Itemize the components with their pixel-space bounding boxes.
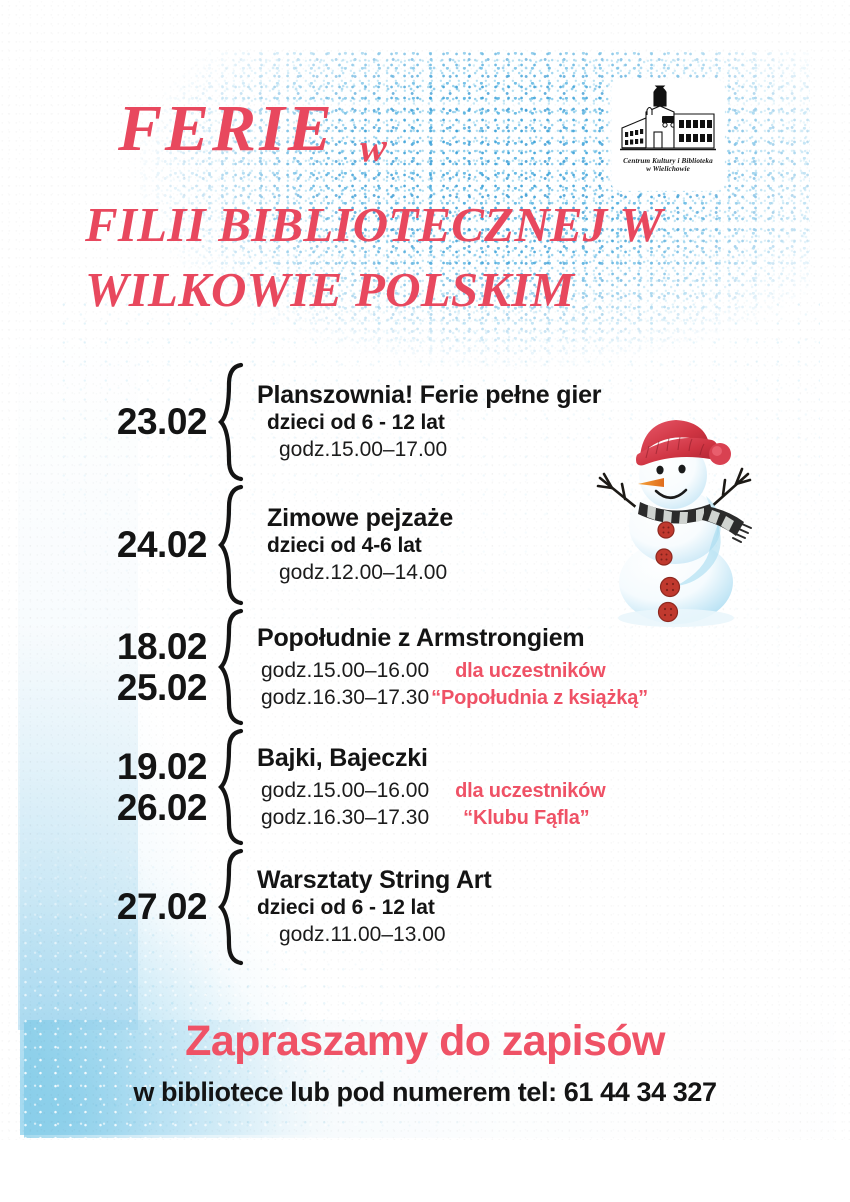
event-time: godz.16.30–17.30 bbox=[261, 806, 430, 829]
event-time: godz.15.00–17.00 bbox=[279, 438, 448, 462]
organization-logo: Centrum Kultury i Biblioteka w Wielichow… bbox=[612, 80, 724, 190]
event-time: godz.15.00–16.00 bbox=[261, 658, 430, 682]
event-note: “Klubu Fąfla” bbox=[463, 807, 590, 829]
schedule-date: 25.02 bbox=[116, 667, 208, 708]
cta-headline: Zapraszamy do zapisów bbox=[185, 1017, 665, 1065]
schedule-date: 23.02 bbox=[116, 401, 208, 443]
schedule-date: 26.02 bbox=[116, 787, 208, 828]
logo-caption-line-1: Centrum Kultury i Biblioteka bbox=[623, 157, 713, 165]
brace-icon bbox=[215, 362, 249, 482]
schedule-date-group: 18.02 25.02 bbox=[0, 626, 215, 709]
schedule-row: 24.02 Zimowe pejzaże dzieci od 4-6 lat g… bbox=[0, 484, 850, 606]
schedule-date: 19.02 bbox=[116, 745, 208, 787]
poster-header: FERIE w FILII BIBLIOTECZNEJ W WILKOWIE P… bbox=[0, 0, 850, 340]
title-subline-1: FILII BIBLIOTECZNEJ W bbox=[85, 197, 663, 252]
event-time: godz.11.00–13.00 bbox=[279, 923, 446, 947]
event-title: Bajki, Bajeczki bbox=[257, 743, 428, 772]
title-connector-w: w bbox=[358, 124, 388, 171]
event-time: godz.15.00–16.00 bbox=[261, 778, 430, 802]
brace-icon bbox=[215, 608, 249, 726]
poster-footer: Zapraszamy do zapisów w bibliotece lub p… bbox=[0, 1017, 850, 1108]
schedule-date-group: 27.02 bbox=[0, 886, 215, 927]
brace-icon bbox=[215, 848, 249, 966]
event-age-range: dzieci od 4-6 lat bbox=[267, 534, 422, 558]
event-note: “Popołudnia z książką” bbox=[431, 687, 648, 709]
schedule-date: 18.02 bbox=[116, 625, 208, 667]
event-title: Planszownia! Ferie pełne gier bbox=[257, 381, 602, 410]
event-title: Popołudnie z Armstrongiem bbox=[257, 623, 585, 652]
schedule-details: Warsztaty String Art dzieci od 6 - 12 la… bbox=[249, 865, 850, 949]
schedule-details: Zimowe pejzaże dzieci od 4-6 lat godz.12… bbox=[249, 503, 850, 587]
schedule-date: 24.02 bbox=[116, 524, 208, 566]
schedule-row: 23.02 Planszownia! Ferie pełne gier dzie… bbox=[0, 362, 850, 482]
logo-caption-line-2: w Wielichowie bbox=[646, 165, 690, 174]
schedule-list: 23.02 Planszownia! Ferie pełne gier dzie… bbox=[0, 362, 850, 968]
page-title: FERIE bbox=[118, 92, 335, 165]
brace-icon bbox=[215, 484, 249, 606]
brace-icon bbox=[215, 728, 249, 846]
event-age-range: dzieci od 6 - 12 lat bbox=[267, 411, 445, 435]
event-time: godz.16.30–17.30 bbox=[261, 686, 430, 709]
schedule-details: Bajki, Bajeczki godz.15.00–16.00 dla ucz… bbox=[249, 743, 850, 832]
schedule-date-group: 19.02 26.02 bbox=[0, 746, 215, 829]
schedule-date: 27.02 bbox=[116, 886, 208, 928]
schedule-details: Popołudnie z Armstrongiem godz.15.00–16.… bbox=[249, 623, 850, 712]
event-note: dla uczestników bbox=[455, 779, 606, 802]
title-subline-2: WILKOWIE POLSKIM bbox=[85, 262, 575, 317]
event-title: Warsztaty String Art bbox=[257, 866, 492, 895]
schedule-date-group: 23.02 bbox=[0, 401, 215, 442]
event-note: dla uczestników bbox=[455, 659, 606, 682]
schedule-row: 27.02 Warsztaty String Art dzieci od 6 -… bbox=[0, 848, 850, 966]
schedule-date-group: 24.02 bbox=[0, 524, 215, 565]
schedule-row: 19.02 26.02 Bajki, Bajeczki godz.15.00–1… bbox=[0, 728, 850, 846]
event-age-range: dzieci od 6 - 12 lat bbox=[257, 896, 435, 920]
building-icon bbox=[620, 85, 716, 151]
schedule-details: Planszownia! Ferie pełne gier dzieci od … bbox=[249, 380, 850, 464]
event-time: godz.12.00–14.00 bbox=[279, 561, 448, 585]
cta-contact-line: w bibliotece lub pod numerem tel: 61 44 … bbox=[133, 1077, 717, 1108]
schedule-row: 18.02 25.02 Popołudnie z Armstrongiem go… bbox=[0, 608, 850, 726]
event-title: Zimowe pejzaże bbox=[267, 504, 454, 533]
